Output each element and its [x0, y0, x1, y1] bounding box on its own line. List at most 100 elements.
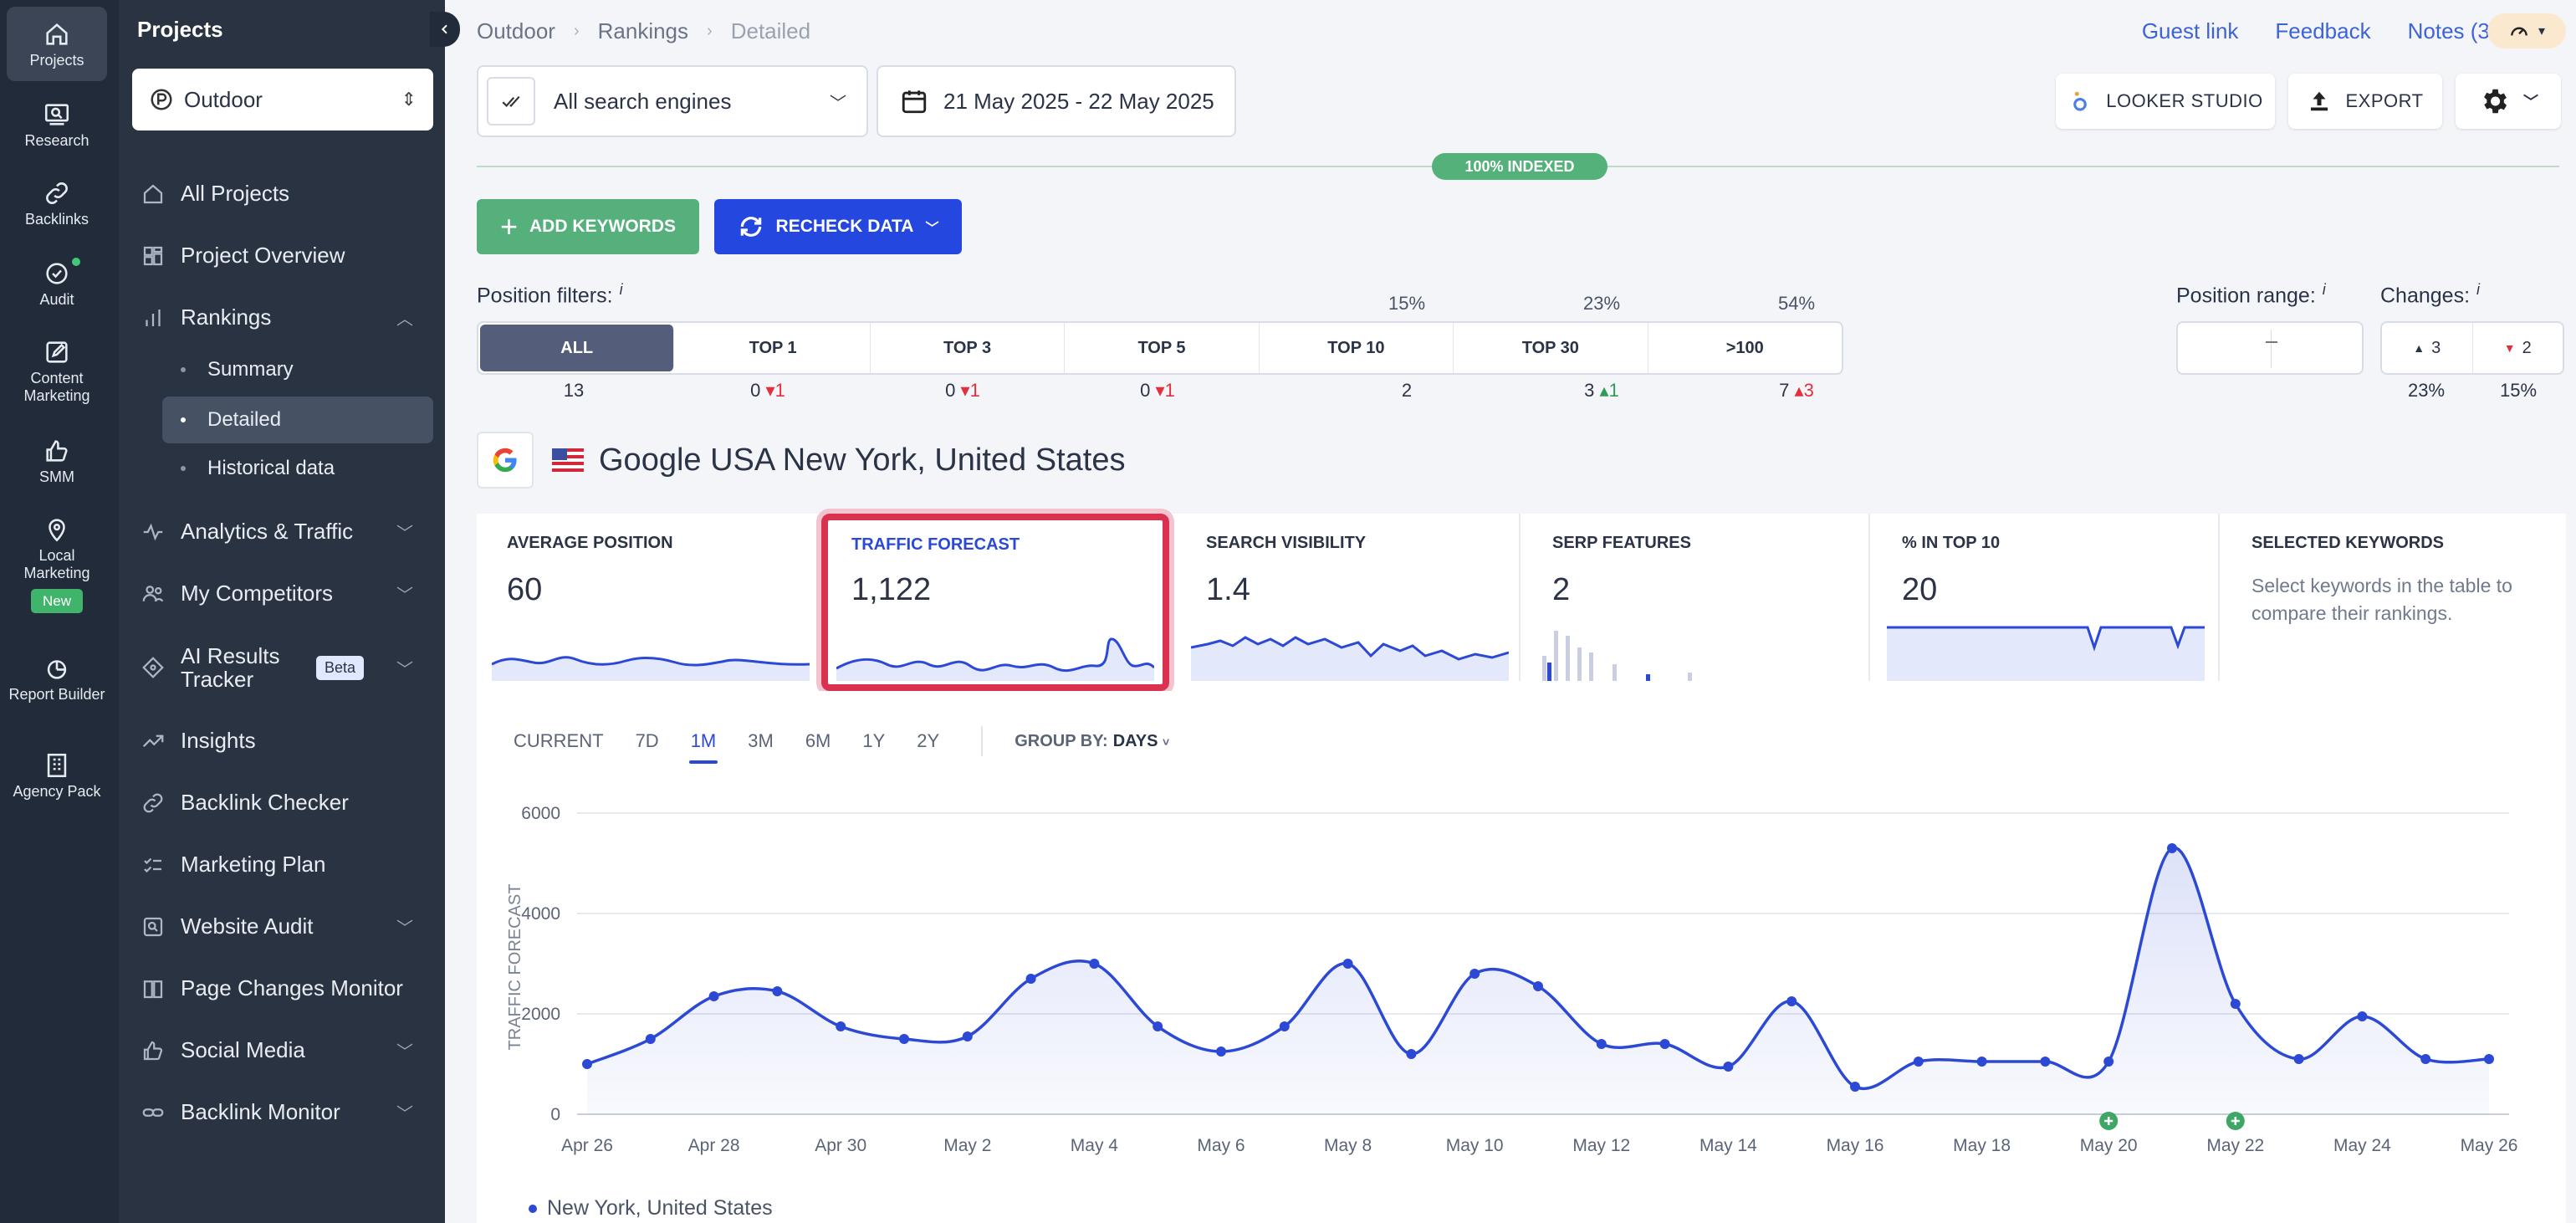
up-arrow-icon: ▴ — [1794, 380, 1804, 401]
sidebar-item-project-overview[interactable]: Project Overview — [141, 243, 425, 269]
breadcrumb-outdoor[interactable]: Outdoor — [477, 18, 555, 43]
metric-divider — [1519, 514, 1521, 681]
filter-top1[interactable]: TOP 1 — [676, 323, 871, 373]
tab-1y[interactable]: 1Y — [862, 730, 886, 751]
x-tick-label: May 18 — [1953, 1136, 2011, 1155]
metric-title: % IN TOP 10 — [1902, 534, 2001, 552]
sidebar-item-analytics-traffic[interactable]: Analytics & Traffic ﹀ — [141, 519, 425, 545]
rail-content-marketing[interactable]: Content Marketing — [7, 338, 107, 405]
breadcrumb-detailed: Detailed — [730, 18, 811, 43]
search-engines-select[interactable]: All search engines ﹀ — [477, 65, 868, 137]
metric-pct-top10[interactable]: % IN TOP 10 20 — [1872, 514, 2220, 691]
collapse-sidebar-button[interactable] — [430, 12, 460, 47]
metric-serp-features[interactable]: SERP FEATURES 2 — [1522, 514, 1870, 691]
rail-projects[interactable]: Projects — [7, 7, 107, 81]
tab-2y[interactable]: 2Y — [917, 730, 940, 751]
changes-up-filter[interactable]: ▲ 3 — [2382, 323, 2473, 373]
filter-top10[interactable]: TOP 10 — [1260, 323, 1454, 373]
sidebar-item-social-media[interactable]: Social Media ﹀ — [141, 1037, 425, 1063]
filter-all[interactable]: ALL — [480, 325, 675, 371]
sidebar-item-ai-results-tracker[interactable]: AI Results Tracker Beta ﹀ — [141, 644, 425, 691]
sidebar-item-marketing-plan[interactable]: Marketing Plan — [141, 852, 425, 878]
series-line — [586, 846, 2490, 1090]
sidebar-subitem-label: Summary — [207, 358, 294, 381]
position-range-input[interactable] — [2176, 321, 2364, 375]
rail-label: Research — [24, 132, 89, 149]
metric-average-position[interactable]: AVERAGE POSITION 60 — [477, 514, 825, 691]
x-tick-label: May 4 — [1071, 1136, 1119, 1155]
bar-chart-icon — [146, 309, 161, 326]
sidebar-item-all-projects[interactable]: All Projects — [141, 181, 425, 207]
sidebar-item-page-changes-monitor[interactable]: Page Changes Monitor — [141, 975, 425, 1001]
rail-agency-pack[interactable]: Agency Pack — [7, 751, 107, 801]
feedback-link[interactable]: Feedback — [2275, 18, 2371, 43]
rail-report-builder[interactable]: Report Builder — [7, 654, 107, 704]
plus-icon — [2104, 1117, 2113, 1125]
sidebar-item-website-audit[interactable]: Website Audit ﹀ — [141, 913, 425, 939]
rail-backlinks[interactable]: Backlinks — [7, 179, 107, 228]
refresh-icon — [740, 217, 761, 237]
sidebar-item-label: Rankings — [181, 304, 272, 330]
data-point — [645, 1034, 656, 1044]
sidebar-item-my-competitors[interactable]: My Competitors ﹀ — [141, 581, 425, 606]
down-arrow-icon: ▾ — [960, 380, 970, 401]
recheck-data-button[interactable]: RECHECK DATA ﹀ — [714, 199, 962, 254]
metric-search-visibility[interactable]: SEARCH VISIBILITY 1.4 — [1176, 514, 1524, 691]
changes-down-filter[interactable]: ▼ 2 — [2503, 338, 2532, 357]
chevron-right-icon: › — [573, 22, 580, 40]
legend-label: New York, United States — [547, 1196, 773, 1220]
tab-7d[interactable]: 7D — [635, 730, 659, 751]
metric-title: SEARCH VISIBILITY — [1206, 534, 1367, 552]
data-point — [1216, 1046, 1226, 1057]
rail-audit[interactable]: Audit — [7, 259, 107, 309]
metric-title: AVERAGE POSITION — [507, 534, 673, 552]
sidebar-item-backlink-checker[interactable]: Backlink Checker — [141, 790, 425, 816]
chevron-down-icon: ﹀ — [396, 1043, 413, 1062]
metric-traffic-forecast[interactable]: TRAFFIC FORECAST 1,122 — [821, 514, 1169, 691]
chart-legend[interactable]: New York, United States — [529, 1196, 773, 1220]
sidebar-item-insights[interactable]: Insights — [141, 728, 425, 754]
location-icon — [49, 519, 65, 542]
data-point — [2484, 1054, 2494, 1064]
tab-current[interactable]: CURRENT — [514, 730, 604, 751]
breadcrumb-rankings[interactable]: Rankings — [597, 18, 689, 43]
search-engines-value: All search engines — [554, 88, 732, 114]
sidebar-subitem-detailed[interactable]: Detailed — [162, 397, 433, 443]
sidebar-subitem-summary[interactable]: Summary — [162, 346, 433, 393]
sidebar-item-label: Backlink Monitor — [181, 1099, 340, 1124]
settings-button[interactable]: ﹀ — [2456, 74, 2561, 129]
data-point — [1406, 1049, 1417, 1059]
date-range-picker[interactable]: 21 May 2025 - 22 May 2025 — [877, 65, 1236, 137]
looker-studio-button[interactable]: LOOKER STUDIO — [2056, 74, 2275, 129]
group-by-select[interactable]: GROUP BY: DAYS ˅ — [1015, 731, 1170, 750]
rail-smm[interactable]: SMM — [7, 437, 107, 486]
project-selector[interactable]: Outdoor ⇕ — [132, 69, 433, 130]
filter-top30[interactable]: TOP 30 — [1454, 323, 1648, 373]
tab-3m[interactable]: 3M — [748, 730, 774, 751]
y-tick-label: 6000 — [521, 804, 560, 823]
filter-top5[interactable]: TOP 5 — [1065, 323, 1260, 373]
users-icon — [142, 585, 164, 601]
filter-over100[interactable]: >100 — [1725, 338, 1764, 357]
metric-selected-keywords[interactable]: SELECTED KEYWORDS Select keywords in the… — [2221, 514, 2569, 691]
metric-title: TRAFFIC FORECAST — [851, 535, 1020, 554]
sidebar-subitem-historical-data[interactable]: Historical data — [162, 445, 433, 492]
filter-top3[interactable]: TOP 3 — [871, 323, 1066, 373]
guest-link[interactable]: Guest link — [2141, 18, 2239, 43]
tab-1m[interactable]: 1M — [688, 730, 718, 764]
data-point — [708, 991, 719, 1001]
tab-6m[interactable]: 6M — [805, 730, 831, 751]
chevron-down-icon: ﹀ — [396, 586, 413, 605]
sidebar-item-backlink-monitor[interactable]: Backlink Monitor ﹀ — [141, 1099, 425, 1125]
sidebar-item-rankings[interactable]: Rankings ︿ — [141, 304, 425, 330]
sidebar-item-label: Marketing Plan — [181, 852, 326, 877]
export-button[interactable]: EXPORT — [2288, 74, 2442, 129]
speed-menu-button[interactable]: ▾ — [2487, 13, 2566, 49]
x-tick-label: May 12 — [1572, 1136, 1630, 1155]
rail-local-marketing[interactable]: Local Marketing New — [7, 515, 107, 613]
rail-research[interactable]: Research — [7, 100, 107, 150]
add-keywords-button[interactable]: + ADD KEYWORDS — [477, 199, 699, 254]
x-tick-label: May 8 — [1324, 1136, 1372, 1155]
google-logo-icon — [477, 432, 534, 489]
data-point — [1659, 1039, 1670, 1049]
